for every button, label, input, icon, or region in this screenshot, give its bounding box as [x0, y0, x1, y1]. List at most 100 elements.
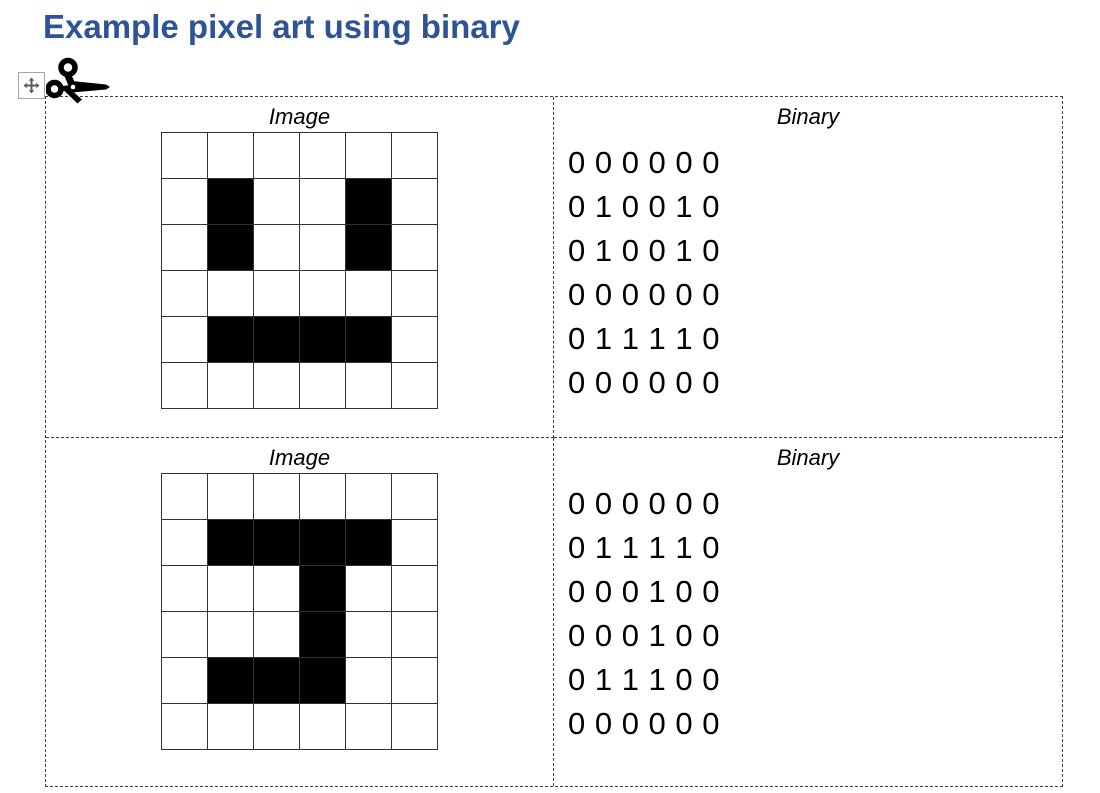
binary-line: 0 0 0 1 0 0: [568, 618, 721, 653]
cutout-table: Image Binary 0 0 0 0 0 0 0 1 0 0 1 0 0 1 0…: [45, 96, 1063, 787]
pixel-cell-off: [392, 133, 437, 178]
binary-block-row2: 0 0 0 0 0 0 0 1 1 1 1 0 0 0 0 1 0 0 0 0 0 1…: [568, 482, 1062, 746]
binary-line: 0 1 1 1 1 0: [568, 530, 721, 565]
pixel-cell-off: [162, 317, 207, 362]
pixel-cell-on: [346, 179, 391, 224]
binary-line: 0 0 0 0 0 0: [568, 706, 721, 741]
binary-line: 0 0 0 0 0 0: [568, 365, 721, 400]
pixel-cell-off: [346, 566, 391, 611]
pixel-cell-off: [392, 658, 437, 703]
pixel-cell-off: [162, 179, 207, 224]
binary-line: 0 0 0 0 0 0: [568, 277, 721, 312]
pixel-cell-on: [300, 658, 345, 703]
move-arrows-glyph: [23, 77, 40, 94]
image-header-row2: Image: [268, 445, 331, 470]
pixel-cell-on: [208, 520, 253, 565]
pixel-cell-off: [254, 363, 299, 408]
pixel-cell-off: [346, 133, 391, 178]
pixel-cell-off: [208, 612, 253, 657]
pixel-cell-off: [346, 658, 391, 703]
binary-line: 0 0 0 0 0 0: [568, 145, 721, 180]
pixel-cell-off: [208, 363, 253, 408]
pixel-cell-off: [254, 179, 299, 224]
binary-cell-row2: Binary 0 0 0 0 0 0 0 1 1 1 1 0 0 0 0 1 0 0…: [554, 438, 1062, 786]
pixel-cell-off: [392, 225, 437, 270]
pixel-cell-off: [254, 566, 299, 611]
pixel-cell-off: [392, 704, 437, 749]
page-title: Example pixel art using binary: [43, 8, 520, 45]
pixel-cell-on: [208, 179, 253, 224]
pixel-cell-on: [254, 658, 299, 703]
pixel-cell-off: [208, 474, 253, 519]
pixel-cell-on: [254, 520, 299, 565]
pixel-cell-on: [208, 317, 253, 362]
pixel-cell-off: [162, 271, 207, 316]
binary-line: 0 0 0 1 0 0: [568, 574, 721, 609]
pixel-cell-off: [162, 474, 207, 519]
pixel-cell-off: [162, 225, 207, 270]
image-cell-row2: Image: [46, 438, 554, 786]
pixel-cell-off: [208, 271, 253, 316]
pixel-grid-row1: [161, 132, 438, 409]
binary-block-row1: 0 0 0 0 0 0 0 1 0 0 1 0 0 1 0 0 1 0 0 0 0 0…: [568, 141, 1062, 405]
pixel-cell-off: [254, 612, 299, 657]
binary-header-row1: Binary: [776, 104, 840, 129]
pixel-cell-off: [392, 317, 437, 362]
pixel-cell-off: [346, 704, 391, 749]
image-cell-row1: Image: [46, 97, 554, 438]
pixel-cell-off: [300, 363, 345, 408]
pixel-cell-off: [300, 179, 345, 224]
pixel-cell-off: [392, 520, 437, 565]
binary-cell-row1: Binary 0 0 0 0 0 0 0 1 0 0 1 0 0 1 0 0 1 0…: [554, 97, 1062, 438]
pixel-cell-off: [162, 133, 207, 178]
pixel-cell-off: [162, 363, 207, 408]
move-handle-icon[interactable]: [18, 72, 45, 99]
pixel-cell-off: [392, 474, 437, 519]
pixel-cell-off: [392, 612, 437, 657]
pixel-cell-off: [300, 704, 345, 749]
pixel-cell-off: [346, 363, 391, 408]
binary-line: 0 1 0 0 1 0: [568, 189, 721, 224]
pixel-cell-off: [208, 566, 253, 611]
pixel-cell-on: [300, 612, 345, 657]
pixel-cell-off: [162, 612, 207, 657]
binary-line: 0 1 0 0 1 0: [568, 233, 721, 268]
pixel-cell-off: [300, 133, 345, 178]
pixel-cell-off: [254, 133, 299, 178]
pixel-cell-on: [300, 317, 345, 362]
pixel-cell-on: [346, 520, 391, 565]
pixel-cell-off: [346, 271, 391, 316]
pixel-cell-on: [346, 317, 391, 362]
pixel-cell-off: [392, 566, 437, 611]
binary-line: 0 1 1 1 0 0: [568, 662, 721, 697]
pixel-cell-off: [208, 133, 253, 178]
pixel-cell-on: [300, 566, 345, 611]
pixel-cell-on: [208, 658, 253, 703]
pixel-cell-off: [392, 179, 437, 224]
pixel-cell-off: [300, 271, 345, 316]
pixel-grid-row2: [161, 473, 438, 750]
pixel-cell-off: [300, 225, 345, 270]
binary-line: 0 0 0 0 0 0: [568, 486, 721, 521]
binary-line: 0 1 1 1 1 0: [568, 321, 721, 356]
pixel-cell-on: [208, 225, 253, 270]
pixel-cell-off: [254, 474, 299, 519]
pixel-cell-off: [162, 520, 207, 565]
pixel-cell-on: [300, 520, 345, 565]
pixel-cell-off: [208, 704, 253, 749]
pixel-cell-on: [254, 317, 299, 362]
pixel-cell-off: [254, 704, 299, 749]
pixel-cell-off: [254, 225, 299, 270]
pixel-cell-off: [162, 566, 207, 611]
image-header-row1: Image: [268, 104, 331, 129]
pixel-cell-off: [346, 474, 391, 519]
binary-header-row2: Binary: [776, 445, 840, 470]
scissors-icon: [46, 57, 112, 104]
pixel-cell-on: [346, 225, 391, 270]
pixel-cell-off: [254, 271, 299, 316]
scissors-glyph: [46, 57, 110, 104]
pixel-cell-off: [162, 658, 207, 703]
pixel-cell-off: [392, 271, 437, 316]
pixel-cell-off: [300, 474, 345, 519]
pixel-cell-off: [346, 612, 391, 657]
